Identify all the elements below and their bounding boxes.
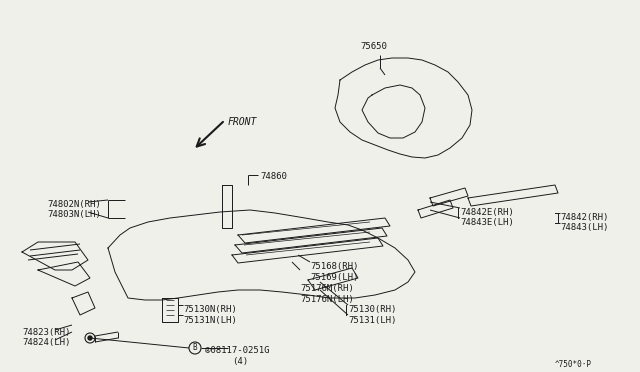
Text: 74860: 74860 <box>260 172 287 181</box>
Text: FRONT: FRONT <box>228 117 257 127</box>
Text: 75176M(RH): 75176M(RH) <box>300 284 354 293</box>
Text: 75168(RH): 75168(RH) <box>310 262 358 271</box>
Text: 74842E(RH): 74842E(RH) <box>460 208 514 217</box>
Text: B: B <box>192 343 196 352</box>
Text: 75131(LH): 75131(LH) <box>348 316 396 325</box>
Text: 75169(LH): 75169(LH) <box>310 273 358 282</box>
Circle shape <box>88 336 92 340</box>
Text: 74802N(RH): 74802N(RH) <box>47 200 100 209</box>
Text: 75131N(LH): 75131N(LH) <box>183 316 237 325</box>
Text: 74824(LH): 74824(LH) <box>22 338 70 347</box>
Text: 74843E(LH): 74843E(LH) <box>460 218 514 227</box>
Text: ^750*0·P: ^750*0·P <box>555 360 592 369</box>
Text: 75176N(LH): 75176N(LH) <box>300 295 354 304</box>
Text: 74842(RH): 74842(RH) <box>560 213 609 222</box>
Text: 75650: 75650 <box>360 42 387 51</box>
Text: (4): (4) <box>232 357 248 366</box>
Text: 74843(LH): 74843(LH) <box>560 223 609 232</box>
Text: 75130(RH): 75130(RH) <box>348 305 396 314</box>
Text: 75130N(RH): 75130N(RH) <box>183 305 237 314</box>
Text: 74823(RH): 74823(RH) <box>22 328 70 337</box>
Text: ®08117-0251G: ®08117-0251G <box>205 346 269 355</box>
Text: 74803N(LH): 74803N(LH) <box>47 210 100 219</box>
